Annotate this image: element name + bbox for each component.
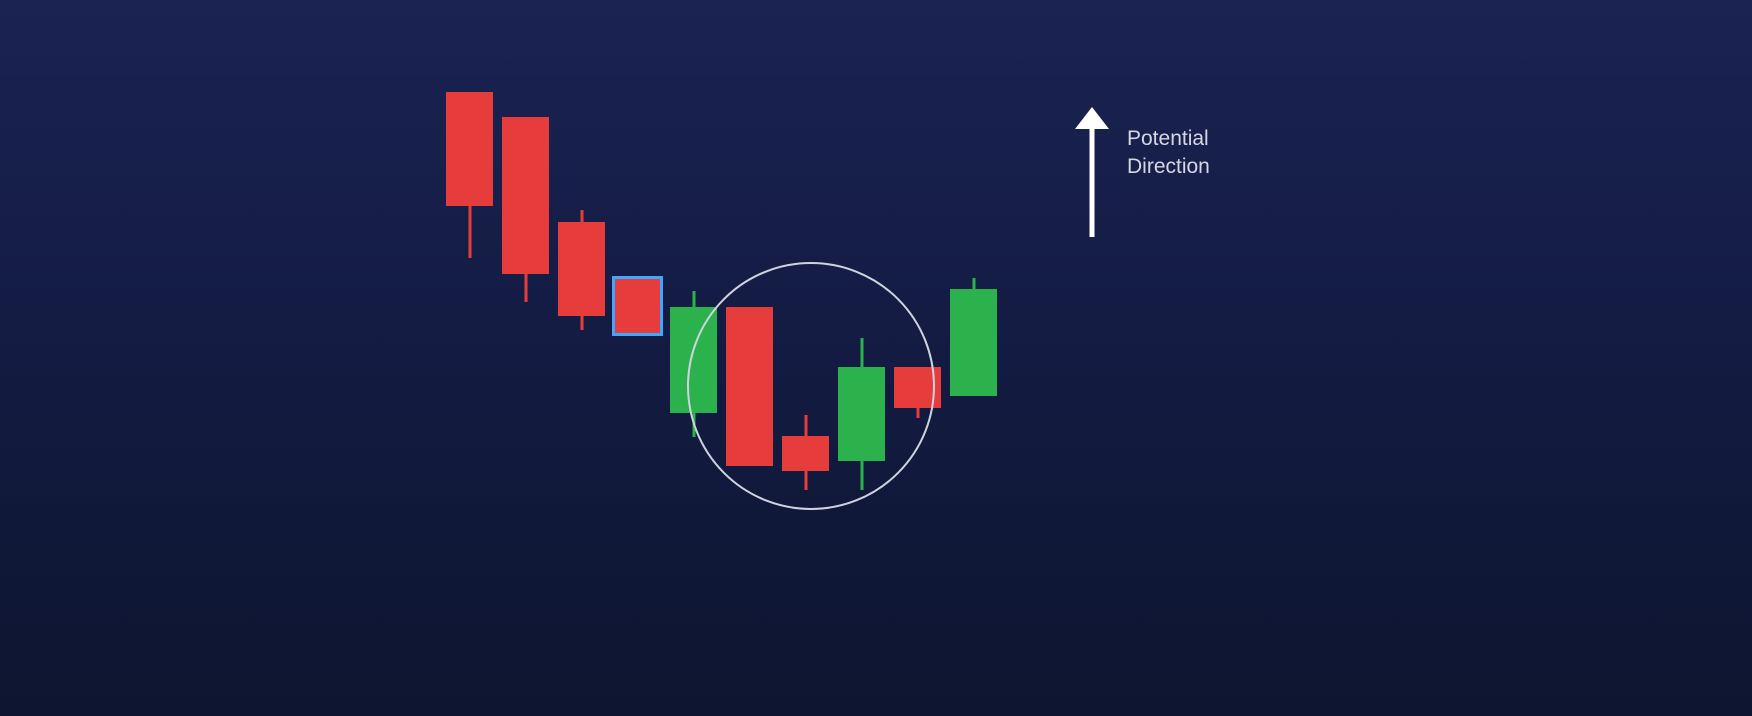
candle-body (502, 117, 549, 274)
candle (894, 0, 941, 716)
candle-body (670, 307, 717, 413)
candle-body (614, 278, 661, 334)
candle (838, 0, 885, 716)
candle (446, 0, 493, 716)
candle (726, 0, 773, 716)
candle-body (726, 307, 773, 466)
candle (614, 0, 661, 716)
candle (950, 0, 997, 716)
candle (670, 0, 717, 716)
candle (558, 0, 605, 716)
candle (502, 0, 549, 716)
direction-label: Potential Direction (1127, 107, 1210, 182)
candle-body (558, 222, 605, 316)
candle-body (782, 436, 829, 471)
candle-body (950, 289, 997, 396)
direction-indicator: Potential Direction (1075, 107, 1210, 237)
candle-body (446, 92, 493, 206)
direction-label-line2: Direction (1127, 153, 1210, 181)
candle-body (838, 367, 885, 461)
candlestick-chart (0, 0, 1752, 716)
candle (782, 0, 829, 716)
arrow-up-icon (1075, 107, 1109, 237)
candle-body (894, 367, 941, 408)
direction-label-line1: Potential (1127, 125, 1210, 153)
